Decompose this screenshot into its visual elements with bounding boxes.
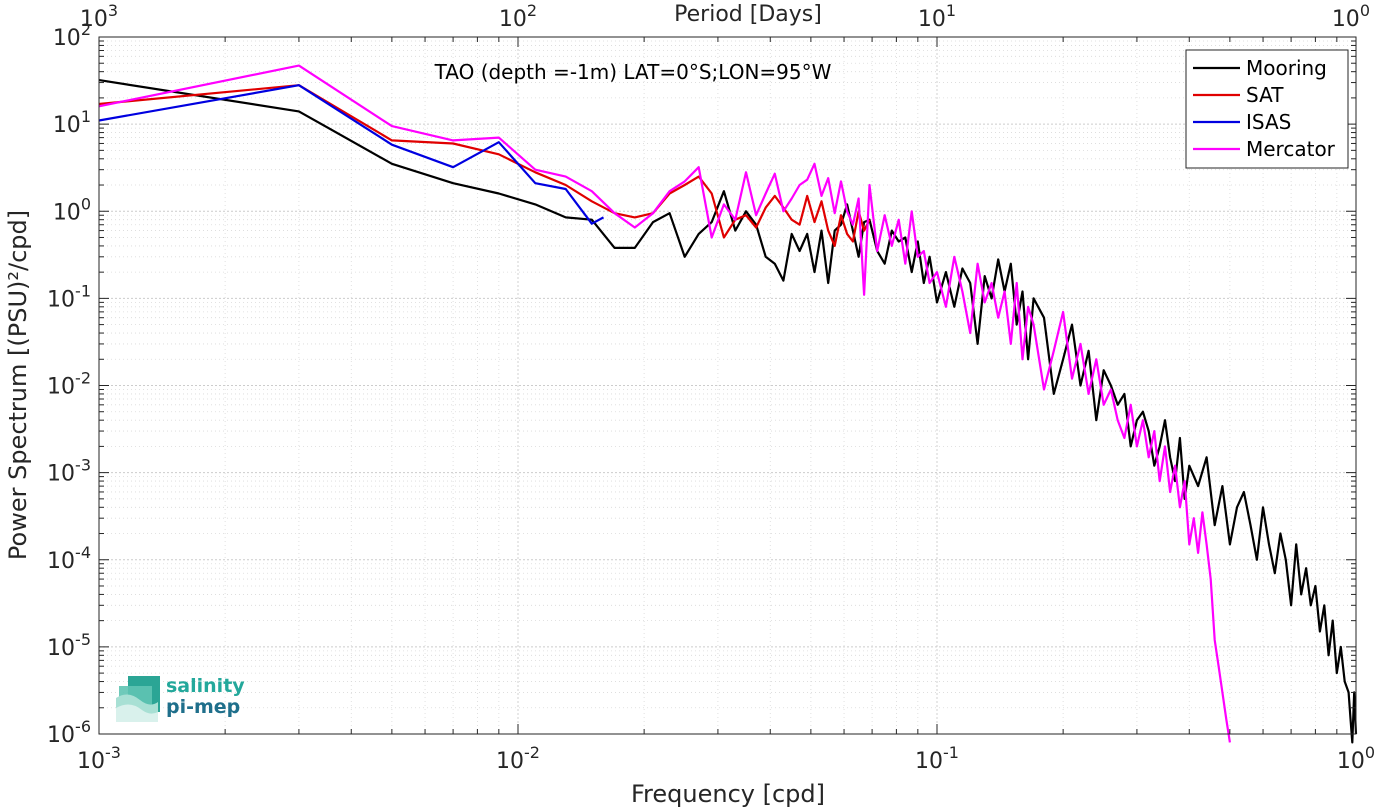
- y-tick-label: 10-1: [47, 281, 91, 312]
- chart-title: TAO (depth =-1m) LAT=0°S;LON=95°W: [434, 60, 832, 84]
- series-line-mercator: [98, 64, 1231, 743]
- legend: Mooring SAT ISAS Mercator: [1185, 49, 1349, 169]
- x-tick-label: 10-1: [915, 743, 959, 774]
- x2-tick-label: 100: [1332, 1, 1370, 32]
- legend-label-mercator: Mercator: [1246, 137, 1336, 161]
- y-tick-label: 102: [53, 20, 91, 51]
- x-tick-label: 100: [1337, 743, 1375, 774]
- y-tick-label: 10-2: [47, 369, 91, 400]
- salinity-pimep-logo: salinity pi-mep: [116, 675, 245, 722]
- logo-line1: salinity: [166, 675, 245, 697]
- x-tick-label: 10-3: [77, 743, 121, 774]
- y-tick-label: 10-4: [47, 543, 91, 574]
- series-line-sat: [98, 84, 871, 247]
- series-line-isas: [98, 84, 605, 225]
- wave-logo-icon: [116, 676, 160, 722]
- x-tick-label: 10-2: [496, 743, 540, 774]
- y-tick-label: 10-3: [47, 456, 91, 487]
- y-tick-label: 101: [53, 107, 91, 138]
- y-axis-label: Power Spectrum [(PSU)²/cpd]: [4, 210, 32, 560]
- legend-label-isas: ISAS: [1246, 110, 1291, 134]
- legend-label-mooring: Mooring: [1246, 56, 1327, 80]
- y-tick-label: 100: [53, 194, 91, 225]
- x2-tick-label: 101: [918, 1, 956, 32]
- logo-line2: pi-mep: [166, 696, 240, 718]
- x2-tick-label: 102: [499, 1, 537, 32]
- x2-tick-label: 103: [80, 1, 118, 32]
- x2-axis-label: Period [Days]: [674, 2, 822, 27]
- y-tick-label: 10-5: [47, 630, 91, 661]
- y-tick-label: 10-6: [47, 717, 91, 748]
- legend-label-sat: SAT: [1246, 83, 1284, 107]
- x-axis-label: Frequency [cpd]: [631, 780, 825, 808]
